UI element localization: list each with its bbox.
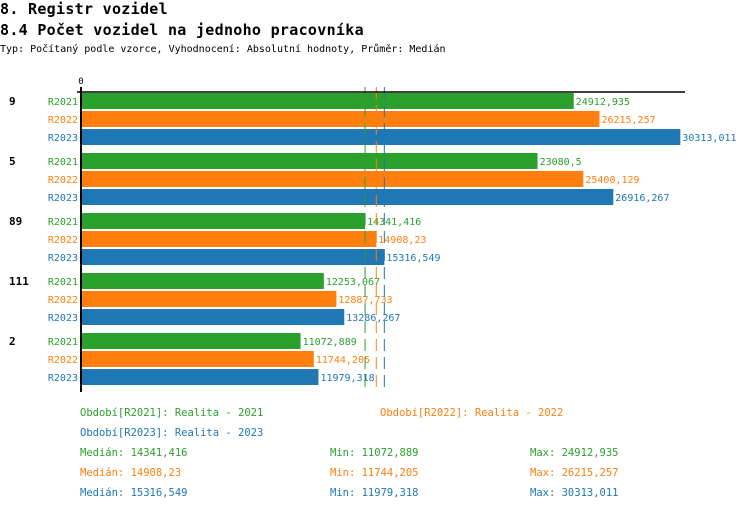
- stat-min-r2023: Min: 11979,318: [330, 487, 419, 499]
- bar-r2021-9: [82, 93, 574, 109]
- stat-max-r2021: Max: 24912,935: [530, 447, 619, 459]
- series-label-r2021: R2021: [48, 217, 78, 228]
- legend-item-r2023: Období[R2023]: Realita - 2023: [80, 427, 264, 439]
- bar-r2023-89: [82, 249, 385, 265]
- bar-r2023-5: [82, 189, 614, 205]
- bar-r2022-5: [82, 171, 584, 187]
- stat-median-r2022: Medián: 14908,23: [80, 467, 182, 479]
- data-label: 14341,416: [367, 217, 421, 228]
- chart-title: 8.4 Počet vozidel na jednoho pracovníka: [0, 21, 364, 39]
- series-label-r2022: R2022: [48, 115, 78, 126]
- data-label: 25400,129: [585, 175, 639, 186]
- data-label: 26916,267: [615, 193, 669, 204]
- x-tick-label: 0: [78, 77, 83, 87]
- series-label-r2021: R2021: [48, 97, 78, 108]
- data-label: 12253,067: [326, 277, 380, 288]
- data-label: 30313,011: [682, 133, 736, 144]
- stat-median-r2021: Medián: 14341,416: [80, 447, 188, 459]
- data-label: 24912,935: [576, 97, 630, 108]
- stat-max-r2023: Max: 30313,011: [530, 487, 619, 499]
- data-label: 12887,733: [338, 295, 392, 306]
- series-label-r2023: R2023: [48, 133, 78, 144]
- series-label-r2021: R2021: [48, 277, 78, 288]
- data-label: 11744,205: [316, 355, 370, 366]
- bar-r2022-9: [82, 111, 600, 127]
- bar-r2021-89: [82, 213, 366, 229]
- series-label-r2022: R2022: [48, 175, 78, 186]
- category-label: 111: [9, 275, 29, 288]
- series-label-r2023: R2023: [48, 253, 78, 264]
- bar-r2023-2: [82, 369, 319, 385]
- bar-r2021-111: [82, 273, 324, 289]
- bar-r2023-9: [82, 129, 681, 145]
- data-label: 23080,5: [540, 157, 582, 168]
- series-label-r2023: R2023: [48, 373, 78, 384]
- bar-r2023-111: [82, 309, 345, 325]
- bar-r2022-89: [82, 231, 377, 247]
- series-label-r2023: R2023: [48, 193, 78, 204]
- stat-min-r2022: Min: 11744,205: [330, 467, 419, 479]
- section-title: 8. Registr vozidel: [0, 0, 168, 18]
- stat-median-r2023: Medián: 15316,549: [80, 487, 188, 499]
- data-label: 14908,23: [378, 235, 426, 246]
- data-label: 13286,267: [346, 313, 400, 324]
- bar-r2021-5: [82, 153, 538, 169]
- legend-item-r2021: Období[R2021]: Realita - 2021: [80, 407, 264, 419]
- data-label: 15316,549: [386, 253, 440, 264]
- series-label-r2022: R2022: [48, 295, 78, 306]
- stat-max-r2022: Max: 26215,257: [530, 467, 619, 479]
- series-label-r2022: R2022: [48, 235, 78, 246]
- series-label-r2022: R2022: [48, 355, 78, 366]
- category-label: 9: [9, 95, 16, 108]
- series-label-r2023: R2023: [48, 313, 78, 324]
- data-label: 11979,318: [320, 373, 374, 384]
- category-label: 2: [9, 335, 16, 348]
- chart-subtitle: Typ: Počítaný podle vzorce, Vyhodnocení:…: [0, 44, 446, 55]
- series-label-r2021: R2021: [48, 157, 78, 168]
- data-label: 11072,889: [303, 337, 357, 348]
- series-label-r2021: R2021: [48, 337, 78, 348]
- category-label: 5: [9, 155, 16, 168]
- bar-r2022-2: [82, 351, 314, 367]
- bar-r2022-111: [82, 291, 337, 307]
- category-label: 89: [9, 215, 22, 228]
- bar-r2021-2: [82, 333, 301, 349]
- legend-item-r2022: Období[R2022]: Realita - 2022: [380, 407, 564, 419]
- stat-min-r2021: Min: 11072,889: [330, 447, 419, 459]
- data-label: 26215,257: [601, 115, 655, 126]
